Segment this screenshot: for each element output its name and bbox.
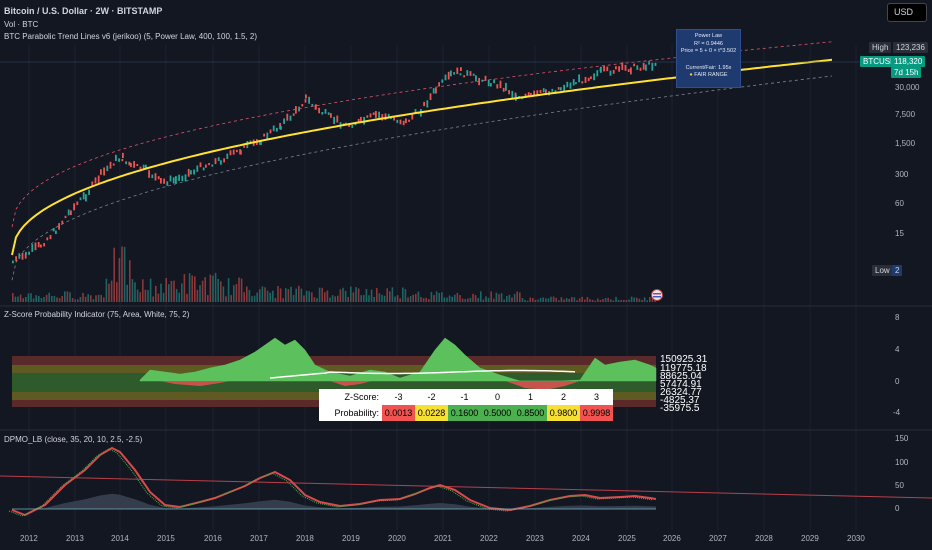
chart-title[interactable]: Bitcoin / U.S. Dollar · 2W · BITSTAMP <box>4 6 163 16</box>
bar-countdown-tag: 7d 15h <box>891 67 922 78</box>
power-law-status: ● FAIR RANGE <box>689 72 728 78</box>
upper-band-line <box>11 41 833 228</box>
zscore-axis-label: 8 <box>895 313 900 322</box>
zscore-level-label: 88625.04 <box>660 371 702 382</box>
dpmo-pane-title[interactable]: DPMO_LB (close, 35, 20, 10, 2.5, -2.5) <box>4 435 143 444</box>
zscore-row-label: Z-Score: <box>344 392 379 402</box>
dpmo-line <box>11 446 657 517</box>
price-axis-label: 30,000 <box>895 83 920 92</box>
zscore-level-label: 57474.91 <box>660 379 702 390</box>
zscore-level-label: 26324.77 <box>660 387 702 398</box>
high-label-tag: High <box>869 42 892 53</box>
power-law-current-fair: Current/Fair: 1.95x <box>685 64 732 71</box>
dpmo-axis-label: 50 <box>895 481 904 490</box>
zscore-cell: 3 <box>593 392 599 402</box>
probability-cell: 0.1600 <box>448 405 481 421</box>
time-axis-label: 2012 <box>20 534 38 543</box>
dpmo-trend-line <box>0 475 932 499</box>
currency-button[interactable]: USD <box>887 3 927 22</box>
dpmo-signal-line <box>8 448 654 517</box>
zscore-level-label: -4825.37 <box>660 395 700 406</box>
time-axis-label: 2028 <box>755 534 773 543</box>
time-axis-label: 2014 <box>111 534 129 543</box>
volume-legend[interactable]: Vol · BTC <box>4 20 39 29</box>
time-axis-label: 2029 <box>801 534 819 543</box>
zscore-cell: 2 <box>560 392 566 402</box>
low-label-tag: Low <box>872 265 893 276</box>
time-axis-label: 2024 <box>572 534 590 543</box>
time-axis-label: 2021 <box>434 534 452 543</box>
power-law-trend-line <box>11 58 833 256</box>
status-dot-icon: ● <box>689 72 693 78</box>
time-axis-label: 2013 <box>66 534 84 543</box>
price-axis-label: 1,500 <box>895 139 916 148</box>
zscore-area <box>139 337 657 382</box>
dpmo-axis-label: 100 <box>895 458 909 467</box>
probability-row-label: Probability: <box>334 408 379 418</box>
dpmo-axis-label: 0 <box>895 504 900 513</box>
time-axis-label: 2030 <box>847 534 865 543</box>
zscore-axis-label: 4 <box>895 345 900 354</box>
time-axis-label: 2018 <box>296 534 314 543</box>
last-price-tag: 118,320 <box>891 56 926 67</box>
price-candles <box>12 60 657 264</box>
probability-cell: 0.9800 <box>547 405 580 421</box>
zscore-axis-label: 0 <box>895 377 900 386</box>
probability-cell: 0.9998 <box>580 405 613 421</box>
zscore-level-label: 119775.18 <box>660 363 707 374</box>
price-axis-label: 7,500 <box>895 110 916 119</box>
time-axis-label: 2019 <box>342 534 360 543</box>
time-axis-label: 2022 <box>480 534 498 543</box>
time-axis-label: 2023 <box>526 534 544 543</box>
power-law-r2: R² = 0.9446 <box>694 40 723 47</box>
zscore-cell: -3 <box>394 392 403 402</box>
zscore-mean-line <box>269 369 576 379</box>
lower-band-line <box>11 75 833 281</box>
time-axis-label: 2016 <box>204 534 222 543</box>
low-value-tag: 2 <box>892 265 903 276</box>
time-axis-label: 2020 <box>388 534 406 543</box>
zscore-cell: -1 <box>460 392 469 402</box>
dpmo-axis-label: 150 <box>895 434 909 443</box>
dpmo-histogram <box>12 493 656 509</box>
zscore-pane-title[interactable]: Z-Score Probability Indicator (75, Area,… <box>4 310 190 319</box>
time-axis-label: 2017 <box>250 534 268 543</box>
power-law-title: Power Law <box>694 33 723 39</box>
symbol-tag[interactable]: BTCUSD <box>860 56 899 67</box>
probability-cell: 0.5000 <box>481 405 514 421</box>
probability-cell: 0.0013 <box>382 405 415 421</box>
zscore-probability-table: Z-Score: -3 -2 -1 0 1 2 3 Probability: 0… <box>319 389 613 421</box>
chart-grid <box>28 45 857 530</box>
power-law-formula: Price = 5 + 0 × t^3.502 <box>680 48 737 54</box>
zscore-cell: -2 <box>427 392 436 402</box>
price-axis-label: 300 <box>895 170 909 179</box>
probability-cell: 0.8500 <box>514 405 547 421</box>
time-axis-label: 2025 <box>618 534 636 543</box>
zscore-row: Z-Score: -3 -2 -1 0 1 2 3 <box>319 389 613 405</box>
time-axis-label: 2027 <box>709 534 727 543</box>
power-law-info-box: Power Law R² = 0.9446 Price = 5 + 0 × t^… <box>676 29 741 88</box>
zscore-level-label: 150925.31 <box>660 354 708 365</box>
zscore-level-label: -35975.5 <box>660 403 700 414</box>
price-axis-label: 60 <box>895 199 904 208</box>
volume-histogram <box>12 246 656 302</box>
price-axis-label: 15 <box>895 229 904 238</box>
earnings-flag-icon <box>651 289 663 301</box>
time-axis-label: 2015 <box>157 534 175 543</box>
time-axis-label: 2026 <box>663 534 681 543</box>
trendline-indicator-legend[interactable]: BTC Parabolic Trend Lines v6 (jerikoo) (… <box>4 32 258 41</box>
high-value-tag: 123,236 <box>893 42 928 53</box>
zscore-axis-label: -4 <box>893 408 901 417</box>
probability-row: Probability: 0.0013 0.0228 0.1600 0.5000… <box>319 405 613 421</box>
probability-cell: 0.0228 <box>415 405 448 421</box>
zscore-cell: 0 <box>494 392 500 402</box>
zscore-cell: 1 <box>527 392 533 402</box>
